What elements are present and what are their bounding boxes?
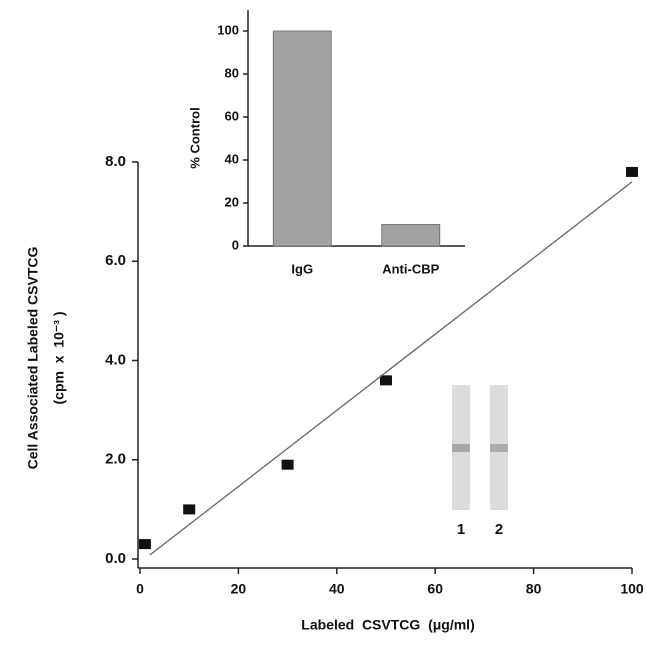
x-tick-label: 100 [620, 581, 644, 597]
data-point [380, 375, 392, 386]
x-tick-label: 40 [329, 581, 345, 597]
y-tick-label: 0.0 [105, 550, 126, 567]
bar [272, 30, 332, 247]
y-tick-label: 2.0 [105, 451, 126, 468]
data-point [183, 504, 196, 515]
x-tick-label: 0 [136, 581, 144, 597]
data-point [138, 539, 151, 550]
fit-line [149, 181, 633, 556]
inset-x-tick-label: IgG [291, 261, 313, 276]
y-axis-label: (cpm x 10⁻³ ) [51, 312, 67, 405]
y-axis-label: Cell Associated Labeled CSVTCG [25, 247, 41, 470]
inset-y-tick-label: 80 [225, 65, 239, 80]
inset-y-tick-label: 100 [217, 22, 239, 37]
lane-label: 2 [495, 521, 503, 538]
gel-band [452, 444, 470, 452]
inset-y-tick-label: 60 [225, 108, 239, 123]
data-point [281, 459, 294, 470]
y-tick-label: 4.0 [105, 351, 126, 368]
data-point [626, 166, 638, 177]
gel-band [490, 444, 508, 452]
inset-y-tick-label: 20 [225, 194, 239, 209]
gel-image [452, 385, 508, 510]
x-axis-label: Labeled CSVTCG (μg/ml) [301, 617, 474, 633]
y-tick-label: 6.0 [105, 252, 126, 269]
x-tick-label: 60 [427, 581, 443, 597]
inset-y-tick-label: 0 [232, 237, 239, 252]
x-tick-label: 20 [231, 581, 247, 597]
y-tick-label: 8.0 [105, 153, 126, 170]
inset-y-tick-label: 40 [225, 151, 239, 166]
lane-label: 1 [457, 521, 465, 538]
x-tick-label: 80 [526, 581, 542, 597]
inset-y-axis-label: % Control [187, 107, 202, 168]
inset-x-tick-label: Anti-CBP [382, 261, 439, 276]
bar [381, 224, 441, 247]
